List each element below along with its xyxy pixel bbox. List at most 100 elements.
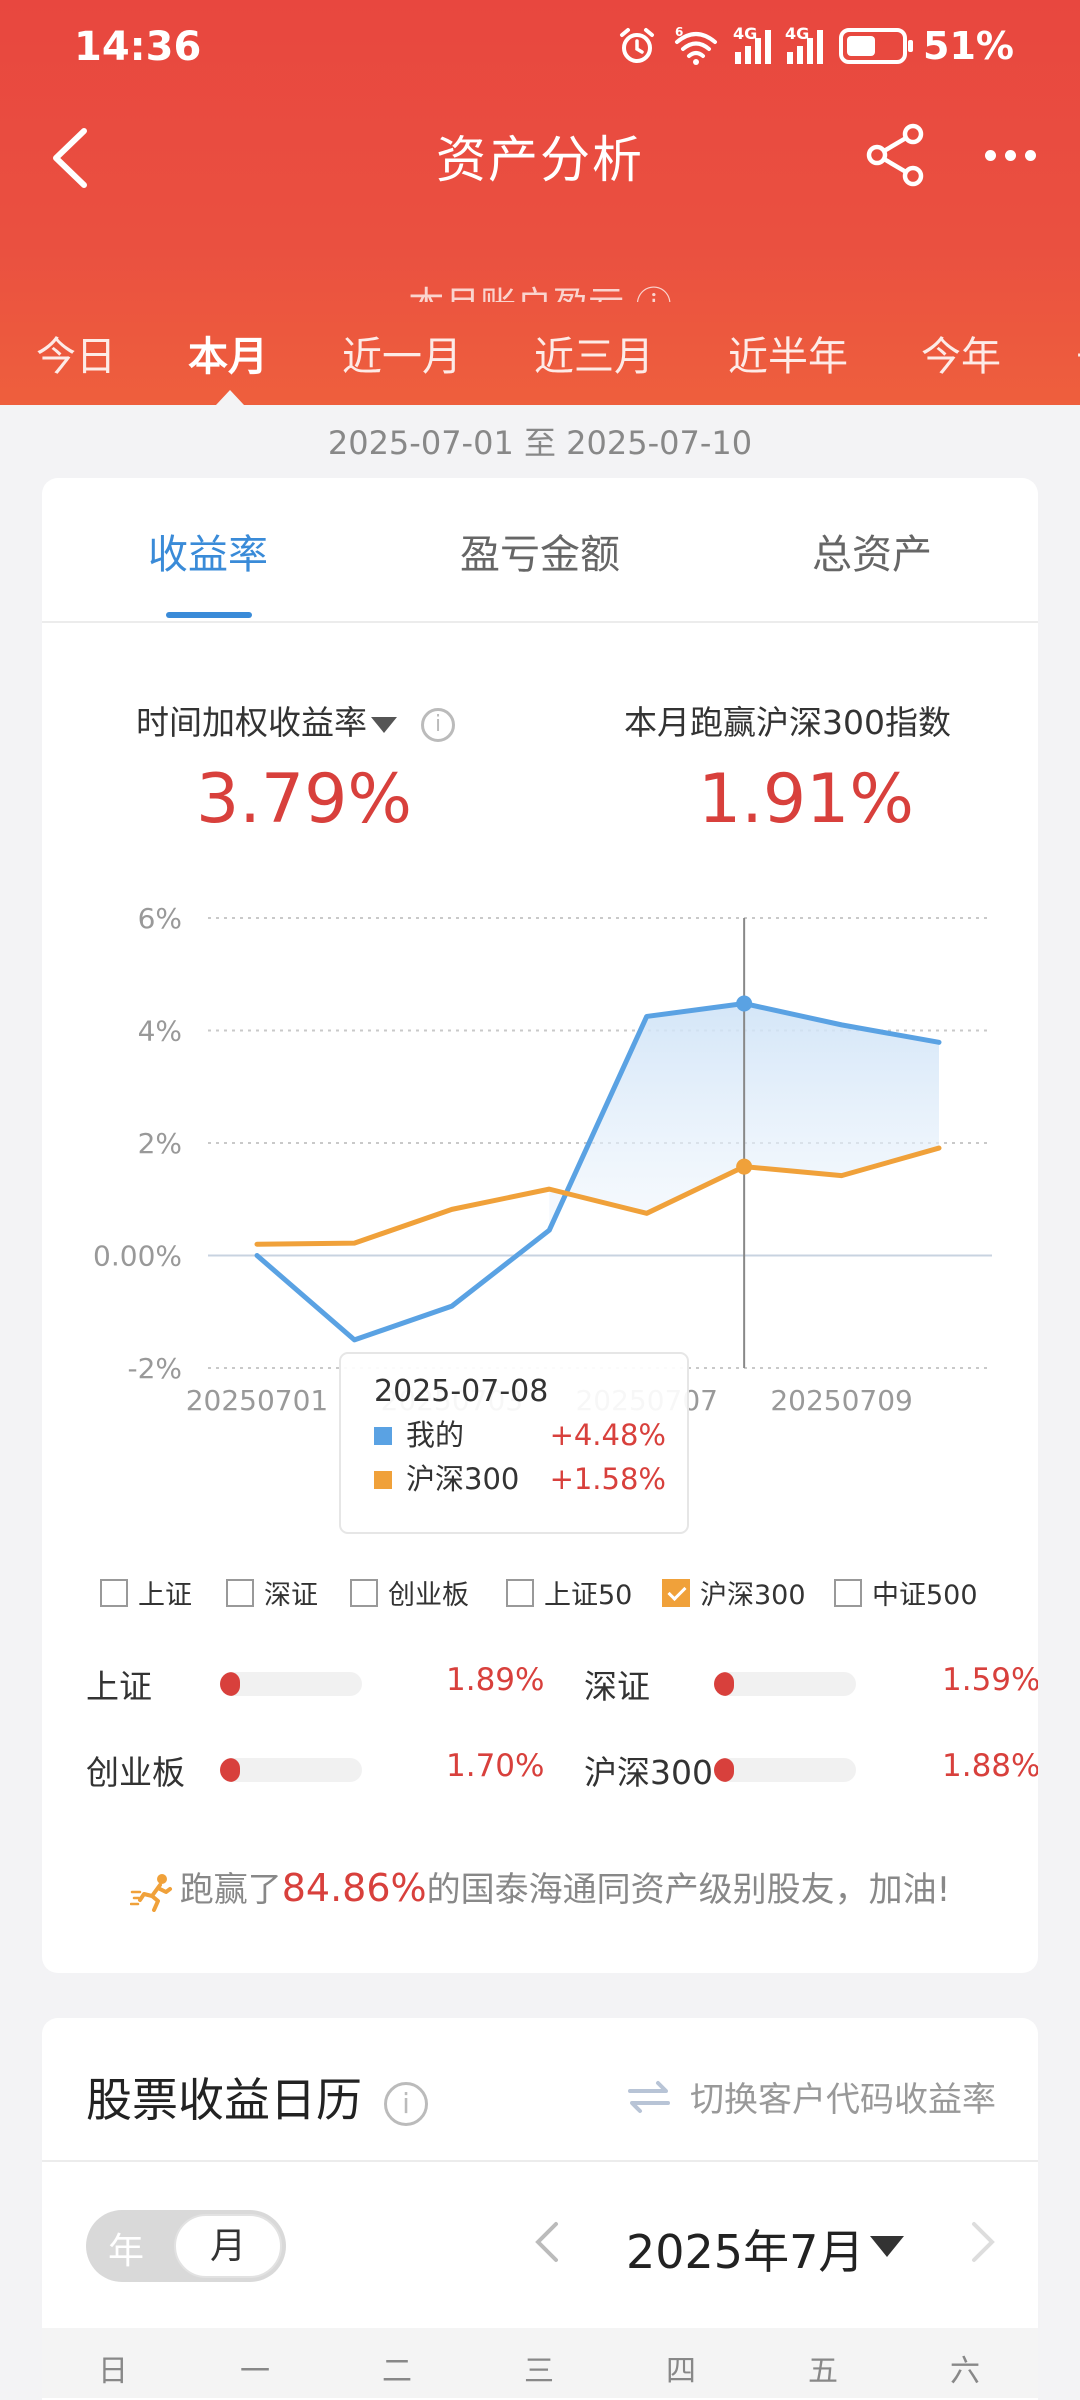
- compare-option-label: 上证: [138, 1580, 192, 1611]
- checkbox[interactable]: [350, 1578, 378, 1607]
- tab-this-year[interactable]: 今年: [921, 334, 1001, 380]
- series-line-hs300: [254, 1145, 942, 1247]
- tooltip-series-name: 沪深300: [406, 1462, 519, 1496]
- switch-client-code-button[interactable]: 切换客户代码收益率: [628, 2072, 996, 2121]
- index-return-shenzheng: 深证 1.59%: [584, 1654, 1038, 1714]
- compare-option-label: 上证50: [544, 1580, 633, 1611]
- tooltip-swatch: [374, 1427, 392, 1445]
- y-tick-label: -2%: [127, 1352, 182, 1385]
- chevron-right-icon: [972, 2222, 995, 2262]
- index-bar: [220, 1758, 362, 1782]
- weekday-wed: 三: [524, 2354, 554, 2389]
- period-tabs: 今日 本月 近一月 近三月 近半年 今年 去: [0, 310, 1080, 405]
- x-tick-label: 20250709: [770, 1384, 913, 1417]
- index-name: 创业板: [86, 1753, 185, 1792]
- toggle-year[interactable]: 年: [108, 2231, 145, 2272]
- calendar-title-row: 股票收益日历 i: [86, 2064, 428, 2130]
- year-month-toggle[interactable]: 年 月: [86, 2210, 286, 2282]
- compare-option-label: 沪深300: [700, 1580, 806, 1611]
- index-bar: [714, 1672, 856, 1696]
- prev-month-button[interactable]: [532, 2220, 562, 2275]
- tab-pnl-amount[interactable]: 盈亏金额: [460, 532, 620, 578]
- month-selector[interactable]: 2025年7月: [626, 2225, 865, 2279]
- tab-today[interactable]: 今日: [36, 334, 116, 380]
- tooltip-series-name: 我的: [406, 1418, 464, 1452]
- returns-card: 收益率 盈亏金额 总资产 时间加权收益率 i 3.79% 本月跑赢沪深300指数 …: [42, 478, 1038, 1973]
- compare-option-shangzheng[interactable]: 上证: [100, 1573, 192, 1612]
- tab-last-3-months[interactable]: 近三月: [534, 334, 654, 380]
- info-icon[interactable]: i: [384, 2081, 428, 2126]
- back-button[interactable]: [30, 118, 110, 198]
- chart-tooltip: 2025-07-08 我的 +4.48% 沪深300 +1.58%: [339, 1352, 689, 1534]
- series-line-mine: [254, 1001, 942, 1343]
- beat-index-value: 1.91%: [698, 760, 915, 839]
- index-bar: [714, 1758, 856, 1782]
- wifi-icon: 6: [675, 26, 718, 65]
- header: 14:36 6 4G 4: [0, 0, 1080, 405]
- share-button[interactable]: [860, 120, 930, 190]
- signal-tag-1: 4G: [733, 24, 758, 43]
- toggle-month[interactable]: 月: [174, 2214, 282, 2278]
- beat-suffix: 的国泰海通同资产级别股友，加油!: [426, 1870, 951, 1910]
- caret-down-icon[interactable]: [870, 2236, 904, 2257]
- tab-last-6-months[interactable]: 近半年: [728, 334, 848, 380]
- tab-this-month[interactable]: 本月: [188, 334, 268, 380]
- checkbox-checked[interactable]: [662, 1578, 690, 1607]
- return-chart[interactable]: 6%4%2%0.00%-2%20250701202507032025070720…: [42, 898, 1038, 1538]
- highlight-point-hs300: [736, 1158, 753, 1175]
- compare-option-hs300[interactable]: 沪深300: [662, 1573, 806, 1612]
- index-value: 1.59%: [942, 1662, 1038, 1698]
- return-rate-value: 3.79%: [196, 760, 413, 839]
- more-button[interactable]: [970, 120, 1050, 190]
- more-dot: [1024, 149, 1036, 161]
- y-tick-label: 6%: [138, 902, 182, 935]
- tab-return-rate[interactable]: 收益率: [148, 532, 268, 578]
- tab-total-assets[interactable]: 总资产: [812, 532, 932, 578]
- y-tick-label: 2%: [138, 1127, 182, 1160]
- index-bar-fill: [220, 1758, 240, 1782]
- index-bar: [220, 1672, 362, 1696]
- more-dot: [1004, 149, 1016, 161]
- signal-tag-2: 4G: [785, 24, 810, 43]
- battery-percent: 51%: [923, 24, 1014, 68]
- index-name: 深证: [584, 1667, 650, 1706]
- page-title: 资产分析: [436, 131, 644, 189]
- caret-down-icon: [371, 716, 397, 733]
- more-dot: [984, 149, 996, 161]
- checkbox[interactable]: [100, 1578, 128, 1607]
- info-icon[interactable]: i: [421, 707, 455, 742]
- status-time: 14:36: [74, 24, 202, 70]
- tab-last-1-month[interactable]: 近一月: [342, 334, 462, 380]
- compare-option-chinext[interactable]: 创业板: [350, 1573, 469, 1612]
- weekday-tue: 二: [382, 2354, 412, 2389]
- tooltip-series-value: +1.58%: [550, 1462, 666, 1496]
- index-bar-fill: [714, 1672, 734, 1696]
- checkbox[interactable]: [834, 1578, 862, 1607]
- compare-option-label: 中证500: [872, 1580, 978, 1611]
- compare-option-label: 深证: [264, 1580, 318, 1611]
- compare-option-label: 创业板: [388, 1580, 469, 1611]
- x-tick-label: 20250701: [186, 1384, 329, 1417]
- weekday-fri: 五: [808, 2354, 838, 2389]
- beat-prefix: 跑赢了: [179, 1870, 282, 1910]
- compare-option-sse50[interactable]: 上证50: [506, 1573, 632, 1612]
- divider: [42, 2160, 1038, 2162]
- weekday-thu: 四: [666, 2354, 696, 2389]
- compare-option-csi500[interactable]: 中证500: [834, 1573, 978, 1612]
- weekday-header: 日 一 二 三 四 五 六: [42, 2328, 1038, 2398]
- battery-icon: [839, 28, 914, 64]
- beat-index-label: 本月跑赢沪深300指数: [624, 703, 951, 742]
- y-tick-label: 4%: [138, 1015, 182, 1048]
- return-type-selector[interactable]: 时间加权收益率 i: [136, 696, 455, 744]
- next-month-button[interactable]: [968, 2220, 998, 2275]
- compare-option-shenzheng[interactable]: 深证: [226, 1573, 318, 1612]
- index-value: 1.88%: [942, 1748, 1038, 1784]
- beat-percent: 84.86%: [281, 1866, 427, 1910]
- checkbox[interactable]: [506, 1578, 534, 1607]
- signal-icon-2: 4G: [785, 24, 824, 64]
- index-name: 上证: [86, 1667, 152, 1706]
- tab-partial[interactable]: 去: [1076, 324, 1080, 382]
- checkbox[interactable]: [226, 1578, 254, 1607]
- return-type-label: 时间加权收益率: [136, 703, 367, 742]
